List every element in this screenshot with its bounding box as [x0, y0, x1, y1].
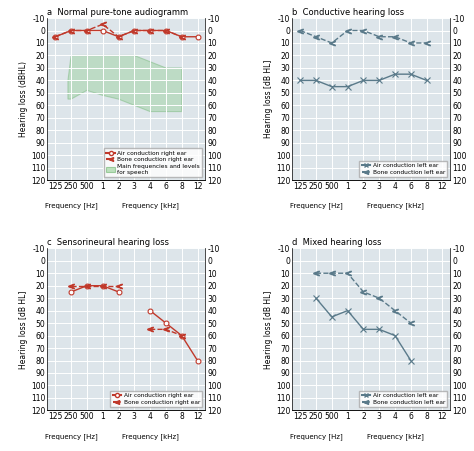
Text: Frequency [kHz]: Frequency [kHz]: [366, 433, 423, 440]
Text: Frequency [kHz]: Frequency [kHz]: [122, 433, 179, 440]
Legend: Air conduction left ear, Bone conduction left ear: Air conduction left ear, Bone conduction…: [359, 161, 447, 177]
Text: Frequency [Hz]: Frequency [Hz]: [45, 433, 98, 440]
Y-axis label: Hearing loss [dB HL]: Hearing loss [dB HL]: [19, 290, 28, 368]
Polygon shape: [68, 55, 182, 111]
Y-axis label: Hearing loss [dB HL]: Hearing loss [dB HL]: [264, 60, 273, 138]
Y-axis label: Hearing loss (dBHL): Hearing loss (dBHL): [19, 61, 28, 137]
Text: b  Conductive hearing loss: b Conductive hearing loss: [292, 8, 404, 17]
Legend: Air conduction right ear, Bone conduction right ear: Air conduction right ear, Bone conductio…: [110, 391, 202, 408]
Legend: Air conduction left ear, Bone conduction left ear: Air conduction left ear, Bone conduction…: [359, 391, 447, 408]
Y-axis label: Hearing loss [dB HL]: Hearing loss [dB HL]: [264, 290, 273, 368]
Text: c  Sensorineural hearing loss: c Sensorineural hearing loss: [47, 239, 169, 248]
Text: Frequency [Hz]: Frequency [Hz]: [290, 433, 342, 440]
Text: Frequency [Hz]: Frequency [Hz]: [290, 203, 342, 210]
Text: Frequency [kHz]: Frequency [kHz]: [122, 203, 179, 210]
Text: Frequency [kHz]: Frequency [kHz]: [366, 203, 423, 210]
Legend: Air conduction right ear, Bone conduction right ear, Main frequencies and levels: Air conduction right ear, Bone conductio…: [104, 148, 202, 177]
Text: d  Mixed hearing loss: d Mixed hearing loss: [292, 239, 382, 248]
Text: Frequency [Hz]: Frequency [Hz]: [45, 203, 98, 210]
Text: a  Normal pure-tone audiogramm: a Normal pure-tone audiogramm: [47, 8, 189, 17]
